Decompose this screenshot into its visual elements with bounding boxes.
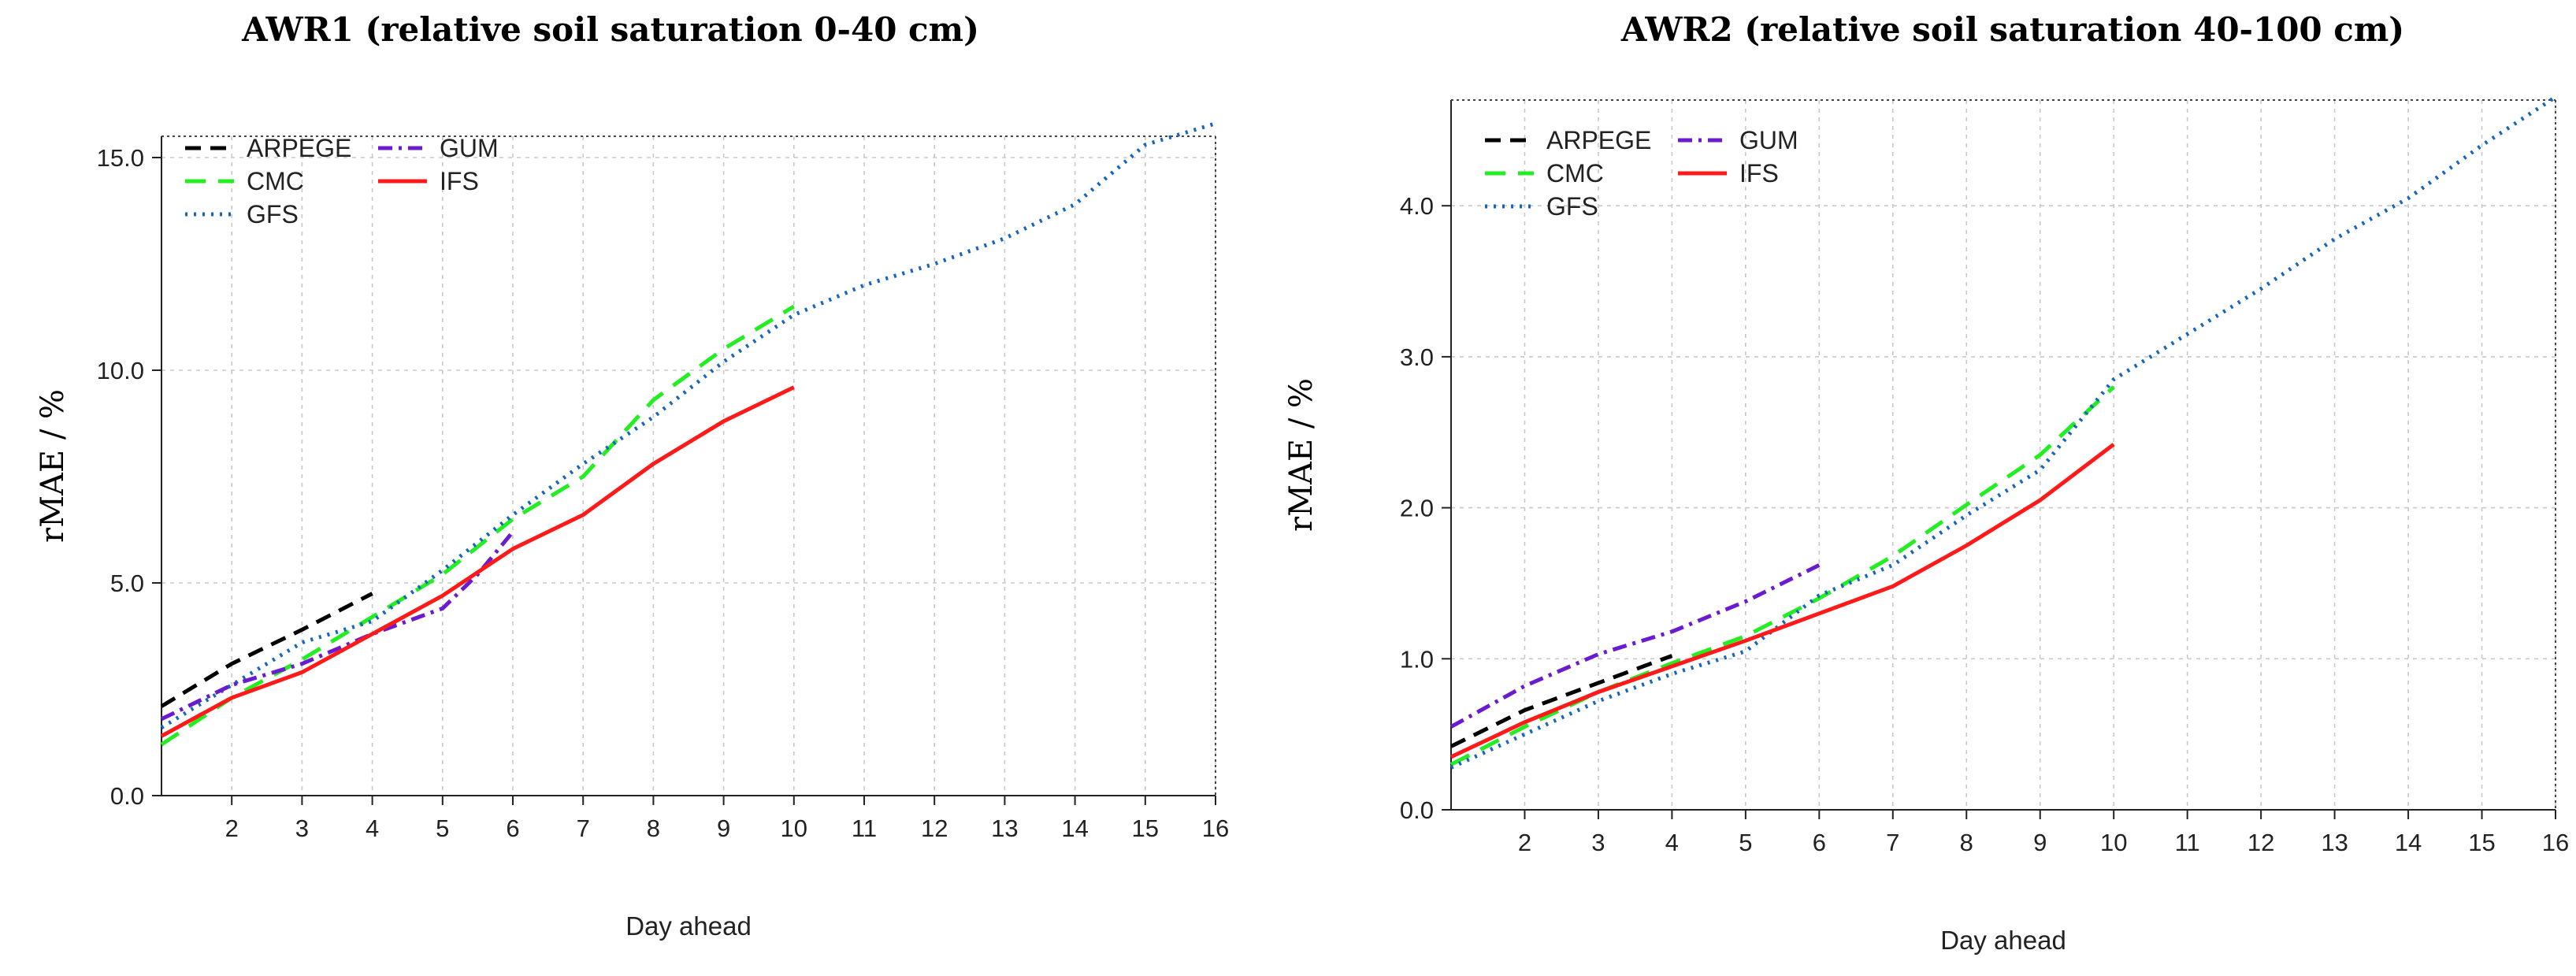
x-tick-label: 2 — [225, 815, 239, 842]
y-tick-label: 2.0 — [1400, 495, 1434, 522]
legend-label-cmc: CMC — [1546, 159, 1604, 187]
legend-label-ifs: IFS — [1739, 159, 1779, 187]
y-axis-label: rMAE / % — [1283, 378, 1320, 532]
x-tick-label: 4 — [366, 815, 379, 842]
series-line-gfs — [160, 121, 1216, 729]
y-tick-label: 3.0 — [1400, 343, 1434, 371]
x-tick-label: 10 — [2100, 829, 2127, 856]
legend-label-gum: GUM — [440, 134, 499, 162]
x-tick-label: 15 — [1132, 815, 1159, 842]
x-tick-label: 11 — [852, 815, 877, 842]
x-tick-label: 15 — [2468, 829, 2495, 856]
x-tick-label: 10 — [781, 815, 807, 842]
y-axis-label: rMAE / % — [35, 389, 71, 543]
series-line-gfs — [1449, 95, 2557, 770]
x-tick-label: 8 — [647, 815, 660, 842]
x-axis-label: Day ahead — [625, 911, 752, 941]
x-axis-label: Day ahead — [1940, 926, 2066, 955]
x-tick-label: 16 — [1202, 815, 1229, 842]
chart-title: AWR1 (relative soil saturation 0-40 cm) — [241, 10, 979, 49]
x-tick-label: 6 — [506, 815, 519, 842]
x-tick-label: 2 — [1518, 829, 1531, 856]
x-tick-label: 14 — [1061, 815, 1088, 842]
x-tick-label: 12 — [2248, 829, 2274, 856]
series-line-gum — [1449, 563, 1821, 729]
x-tick-label: 14 — [2395, 829, 2422, 856]
y-tick-label: 0.0 — [1400, 796, 1434, 824]
y-tick-label: 0.0 — [110, 782, 144, 810]
x-tick-label: 9 — [2033, 829, 2047, 856]
x-tick-label: 7 — [577, 815, 590, 842]
x-tick-label: 12 — [921, 815, 948, 842]
legend-label-gfs: GFS — [1546, 192, 1598, 221]
x-tick-label: 13 — [2321, 829, 2348, 856]
x-tick-label: 5 — [1739, 829, 1752, 856]
y-tick-label: 4.0 — [1400, 192, 1434, 220]
series-line-ifs — [160, 385, 795, 738]
legend-label-arpege: ARPEGE — [247, 134, 351, 162]
legend-label-cmc: CMC — [247, 167, 304, 195]
x-tick-label: 5 — [436, 815, 449, 842]
x-tick-label: 9 — [717, 815, 730, 842]
x-tick-label: 8 — [1960, 829, 1973, 856]
series-line-gum — [160, 530, 514, 722]
legend-label-gfs: GFS — [247, 200, 299, 228]
x-tick-label: 13 — [991, 815, 1018, 842]
series-line-cmc — [160, 304, 796, 747]
series-line-ifs — [1449, 443, 2115, 759]
chart-2: AWR2 (relative soil saturation 40-100 cm… — [1283, 10, 2569, 955]
chart-title: AWR2 (relative soil saturation 40-100 cm… — [1620, 10, 2404, 49]
legend-label-gum: GUM — [1739, 126, 1798, 154]
y-tick-label: 15.0 — [97, 144, 144, 172]
x-tick-label: 4 — [1665, 829, 1679, 856]
legend-label-ifs: IFS — [440, 167, 479, 195]
x-tick-label: 3 — [295, 815, 309, 842]
x-tick-label: 6 — [1813, 829, 1826, 856]
chart-1: AWR1 (relative soil saturation 0-40 cm) 2… — [35, 10, 1229, 941]
x-tick-label: 11 — [2175, 829, 2200, 856]
x-tick-label: 7 — [1886, 829, 1899, 856]
y-tick-label: 10.0 — [97, 357, 144, 384]
x-tick-label: 3 — [1591, 829, 1605, 856]
legend-label-arpege: ARPEGE — [1546, 126, 1651, 154]
series-line-cmc — [1449, 385, 2115, 766]
x-tick-label: 16 — [2542, 829, 2569, 856]
y-tick-label: 1.0 — [1400, 645, 1434, 673]
y-tick-label: 5.0 — [110, 570, 144, 597]
